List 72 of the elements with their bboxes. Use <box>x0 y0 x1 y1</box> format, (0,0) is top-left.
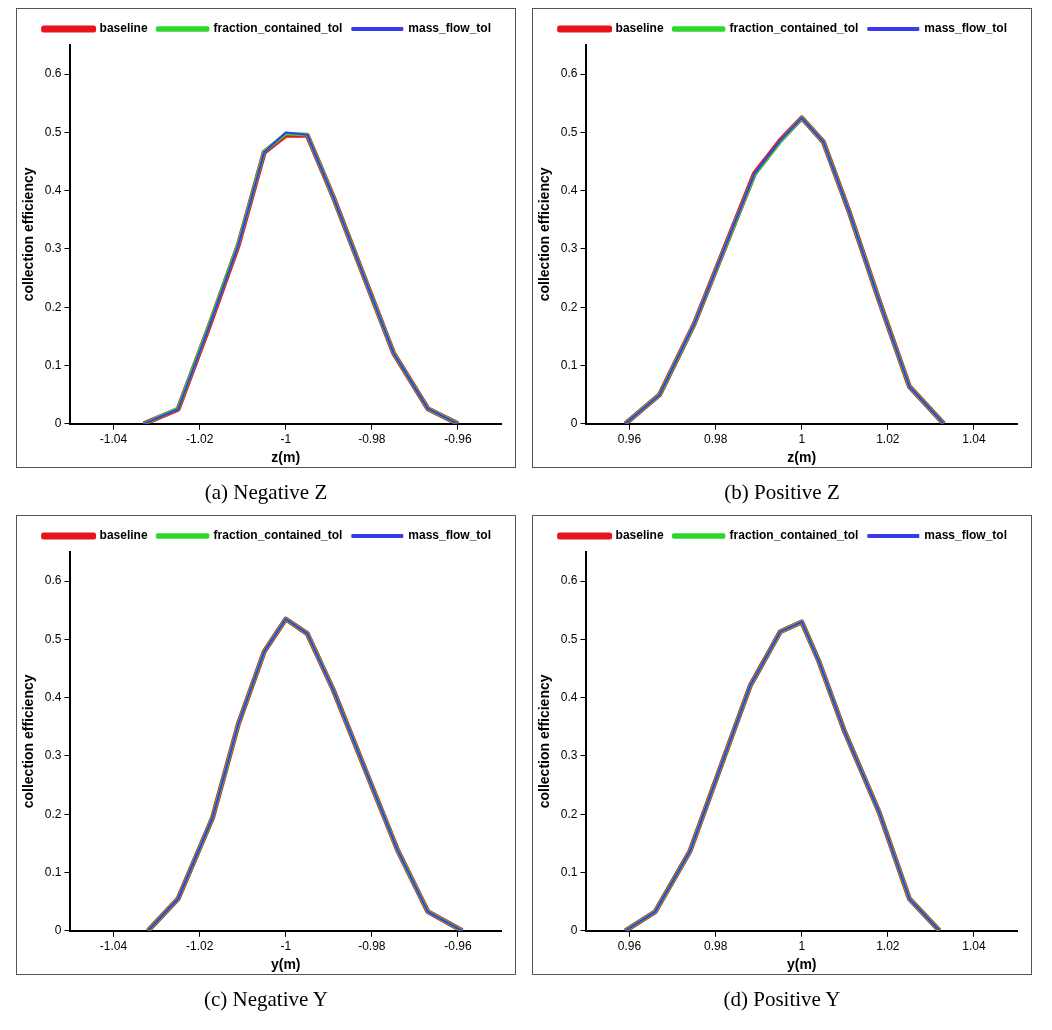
y-axis-title: collection efficiency <box>536 674 553 809</box>
y-axis-title: collection efficiency <box>20 167 37 302</box>
x-axis-title: z(m) <box>787 449 817 466</box>
y-tick-label: 0.6 <box>44 66 62 81</box>
text: (c) Negative Y <box>204 986 328 1013</box>
y-tick-label: 0.2 <box>44 299 62 314</box>
y-tick-label: 0 <box>54 416 62 431</box>
legend-label: baseline <box>615 528 664 543</box>
x-tick-label: 0.96 <box>617 432 642 447</box>
x-tick-label: 1.02 <box>876 432 900 447</box>
x-tick-label: -0.98 <box>358 939 386 954</box>
legend-label: baseline <box>99 21 148 36</box>
y-tick-label: 0.4 <box>560 690 578 704</box>
y-tick-label: 0.2 <box>560 299 578 314</box>
legend-label: mass_flow_tol <box>924 21 1008 36</box>
y-axis-title: collection efficiency <box>536 167 553 302</box>
legend-label: fraction_contained_tol <box>729 21 859 36</box>
x-tick-label: 0.98 <box>703 432 728 447</box>
legend-label: baseline <box>615 21 664 36</box>
y-tick-label: 0 <box>570 923 578 938</box>
y-tick-label: 0.4 <box>560 183 578 197</box>
x-tick-label: -1.02 <box>185 939 214 954</box>
y-tick-label: 0.5 <box>560 631 578 646</box>
y-tick-label: 0.6 <box>560 66 578 81</box>
x-tick-label: 1 <box>798 432 806 447</box>
y-tick-label: 0.3 <box>44 748 62 763</box>
x-tick-label: -1.02 <box>185 432 214 447</box>
legend-label: mass_flow_tol <box>408 21 492 36</box>
x-tick-label: -0.96 <box>444 432 472 447</box>
x-tick-label: 0.98 <box>703 939 728 954</box>
y-tick-label: 0.5 <box>44 124 62 139</box>
x-tick-label: 1.04 <box>962 939 986 954</box>
x-tick-label: 0.96 <box>617 939 642 954</box>
text: (a) Negative Z <box>204 479 328 506</box>
legend-label: fraction_contained_tol <box>213 21 343 36</box>
legend-label: mass_flow_tol <box>924 528 1008 543</box>
y-tick-label: 0.1 <box>560 357 578 372</box>
text: (b) Positive Z <box>724 479 840 506</box>
y-tick-label: 0.4 <box>44 183 62 197</box>
text: (d) Positive Y <box>723 986 841 1013</box>
x-tick-label: 1.02 <box>876 939 900 954</box>
x-tick-label: -1 <box>280 939 292 954</box>
x-axis-title: y(m) <box>786 956 817 973</box>
y-tick-label: 0.2 <box>560 806 578 821</box>
x-tick-label: -0.98 <box>358 432 386 447</box>
x-axis-title: y(m) <box>270 956 301 973</box>
x-tick-label: -1.04 <box>99 432 128 447</box>
x-tick-label: 1.04 <box>962 432 986 447</box>
y-tick-label: 0.1 <box>44 357 62 372</box>
legend-label: fraction_contained_tol <box>213 528 343 543</box>
legend-label: baseline <box>99 528 148 543</box>
y-tick-label: 0.1 <box>560 864 578 879</box>
y-tick-label: 0.2 <box>44 806 62 821</box>
y-tick-label: 0.6 <box>560 573 578 588</box>
legend-label: fraction_contained_tol <box>729 528 859 543</box>
y-tick-label: 0.3 <box>44 241 62 256</box>
x-tick-label: -0.96 <box>444 939 472 954</box>
y-tick-label: 0 <box>570 416 578 431</box>
y-tick-label: 0 <box>54 923 62 938</box>
y-tick-label: 0.3 <box>560 748 578 763</box>
y-tick-label: 0.6 <box>44 573 62 588</box>
y-axis-title: collection efficiency <box>20 674 37 809</box>
x-tick-label: -1.04 <box>99 939 128 954</box>
y-tick-label: 0.5 <box>44 631 62 646</box>
y-tick-label: 0.1 <box>44 864 62 879</box>
x-tick-label: -1 <box>280 432 292 447</box>
x-tick-label: 1 <box>798 939 806 954</box>
y-tick-label: 0.3 <box>560 241 578 256</box>
y-tick-label: 0.4 <box>44 690 62 704</box>
x-axis-title: z(m) <box>271 449 301 466</box>
y-tick-label: 0.5 <box>560 124 578 139</box>
legend-label: mass_flow_tol <box>408 528 492 543</box>
